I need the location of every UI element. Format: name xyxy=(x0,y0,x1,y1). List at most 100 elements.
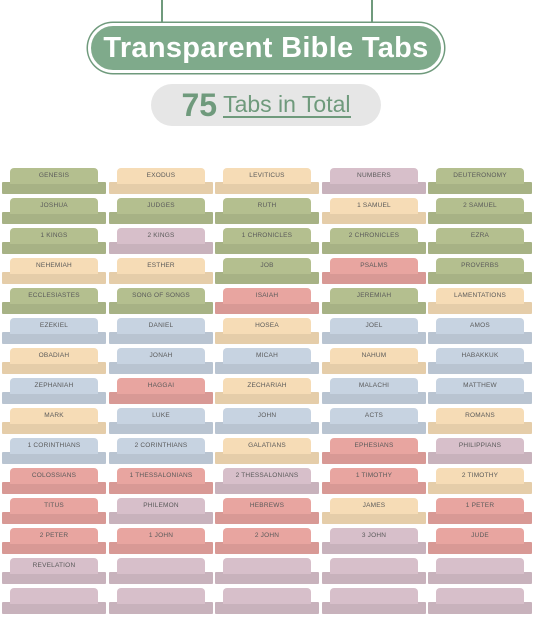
tab-base xyxy=(2,272,106,284)
tab-top xyxy=(436,168,524,184)
tab-top xyxy=(223,348,311,364)
tab-base xyxy=(428,212,532,224)
tab-label: EZRA xyxy=(470,232,490,239)
tab-top xyxy=(10,588,98,604)
tab-base xyxy=(322,512,426,524)
bible-tab xyxy=(322,588,426,614)
bible-tab xyxy=(428,588,532,614)
bible-tab: HABAKKUK xyxy=(428,348,532,374)
bible-tab: 2 CORINTHIANS xyxy=(109,438,213,464)
tab-label: LEVITICUS xyxy=(249,172,285,179)
bible-tab: JONAH xyxy=(109,348,213,374)
tab-base xyxy=(322,212,426,224)
tab-top xyxy=(436,258,524,274)
bible-tab: ZECHARIAH xyxy=(215,378,319,404)
tab-base xyxy=(428,392,532,404)
tab-top xyxy=(117,348,205,364)
tab-top xyxy=(223,558,311,574)
tab-label xyxy=(223,560,311,572)
tab-label: 1 JOHN xyxy=(148,532,174,539)
bible-tab: GENESIS xyxy=(2,168,106,194)
tab-top xyxy=(10,318,98,334)
tab-top xyxy=(10,528,98,544)
bible-tab: TITUS xyxy=(2,498,106,524)
tab-top xyxy=(117,408,205,424)
tab-top xyxy=(117,318,205,334)
tab-label: MARK xyxy=(44,412,64,419)
tab-label: JONAH xyxy=(149,352,173,359)
tab-top xyxy=(330,198,418,214)
tab-label: JOSHUA xyxy=(40,202,68,209)
bible-tab: PSALMS xyxy=(322,258,426,284)
tab-base xyxy=(2,392,106,404)
tab-label: GALATIANS xyxy=(248,442,286,449)
bible-tab: EPHESIANS xyxy=(322,438,426,464)
tab-top xyxy=(223,168,311,184)
bible-tab: REVELATION xyxy=(2,558,106,584)
tab-top xyxy=(10,498,98,514)
bible-tab: 2 TIMOTHY xyxy=(428,468,532,494)
tab-top xyxy=(10,258,98,274)
bible-tab: MICAH xyxy=(215,348,319,374)
bible-tab: 1 CHRONICLES xyxy=(215,228,319,254)
bible-tab: 1 SAMUEL xyxy=(322,198,426,224)
tab-top xyxy=(436,198,524,214)
tab-base xyxy=(109,542,213,554)
tab-base xyxy=(428,602,532,614)
tab-label: 1 THESSALONIANS xyxy=(129,472,193,479)
tab-base xyxy=(2,422,106,434)
tab-base xyxy=(2,602,106,614)
tab-label: PSALMS xyxy=(360,262,388,269)
tab-base xyxy=(215,242,319,254)
bible-tab: ESTHER xyxy=(109,258,213,284)
tab-top xyxy=(10,288,98,304)
tab-label: LAMENTATIONS xyxy=(454,292,506,299)
tab-label: PHILEMON xyxy=(143,502,179,509)
tab-base xyxy=(2,542,106,554)
tab-label xyxy=(436,560,524,572)
bible-tab: SONG OF SONGS xyxy=(109,288,213,314)
tab-base xyxy=(109,452,213,464)
bible-tab: 3 JOHN xyxy=(322,528,426,554)
tab-base xyxy=(2,482,106,494)
tab-top xyxy=(436,558,524,574)
tab-base xyxy=(428,302,532,314)
tab-label: MALACHI xyxy=(358,382,390,389)
bible-tab: JOEL xyxy=(322,318,426,344)
bible-tab xyxy=(109,588,213,614)
tab-base xyxy=(2,362,106,374)
tab-label: 1 KINGS xyxy=(40,232,68,239)
bible-tab: HAGGAI xyxy=(109,378,213,404)
tab-base xyxy=(2,332,106,344)
bible-tab: DANIEL xyxy=(109,318,213,344)
tab-base xyxy=(322,482,426,494)
bible-tab: 2 KINGS xyxy=(109,228,213,254)
tab-base xyxy=(215,392,319,404)
tab-top xyxy=(330,558,418,574)
tab-base xyxy=(322,302,426,314)
tab-base xyxy=(322,272,426,284)
bible-tab: 2 SAMUEL xyxy=(428,198,532,224)
tab-label: AMOS xyxy=(470,322,490,329)
tab-top xyxy=(117,468,205,484)
tab-label: 2 THESSALONIANS xyxy=(235,472,299,479)
tab-base xyxy=(322,362,426,374)
bible-tab xyxy=(2,588,106,614)
tab-label: HOSEA xyxy=(255,322,279,329)
tab-label: TITUS xyxy=(44,502,64,509)
tab-label: JUDGES xyxy=(147,202,175,209)
bible-tab xyxy=(109,558,213,584)
tab-top xyxy=(330,498,418,514)
tab-base xyxy=(215,212,319,224)
tab-label: HABAKKUK xyxy=(461,352,499,359)
tab-top xyxy=(436,408,524,424)
tab-top xyxy=(117,228,205,244)
tab-top xyxy=(117,258,205,274)
tab-top xyxy=(330,318,418,334)
tab-label: MICAH xyxy=(256,352,278,359)
bible-tab xyxy=(428,558,532,584)
tab-base xyxy=(215,572,319,584)
tab-label: DANIEL xyxy=(148,322,174,329)
tab-label: JUDE xyxy=(471,532,489,539)
tab-label: JEREMIAH xyxy=(356,292,392,299)
